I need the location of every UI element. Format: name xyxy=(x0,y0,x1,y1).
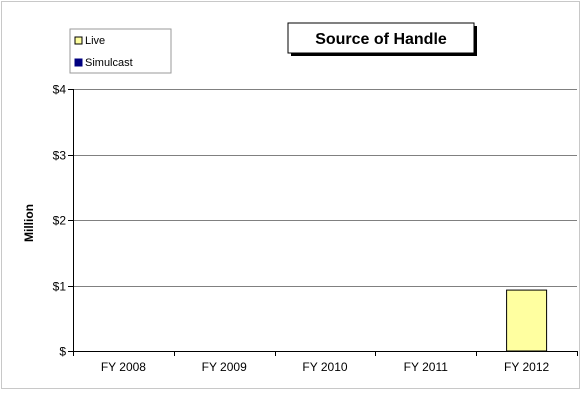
title-frame xyxy=(287,22,475,54)
x-tick-label-0: FY 2008 xyxy=(101,360,146,374)
legend-swatch-live xyxy=(74,36,83,45)
chart-title: Source of Handle xyxy=(315,31,447,48)
y-tick-label-1: $1 xyxy=(53,280,67,294)
x-tick-label-1: FY 2009 xyxy=(202,360,247,374)
gridlines xyxy=(68,89,578,356)
y-tick-label-0: $ xyxy=(59,345,66,359)
y-axis-label: Million xyxy=(22,204,36,242)
y-tick-label-2: $2 xyxy=(53,214,67,228)
legend-label-simulcast: Simulcast xyxy=(85,57,133,69)
x-tick-label-2: FY 2010 xyxy=(302,360,347,374)
legend: Live Simulcast xyxy=(69,28,172,74)
legend-box xyxy=(69,28,172,74)
x-tick-labels: FY 2008 FY 2009 FY 2010 FY 2011 FY 2012 xyxy=(101,360,550,374)
y-tick-label-3: $3 xyxy=(53,149,67,163)
y-tick-label-4: $4 xyxy=(53,83,67,97)
bars xyxy=(506,289,548,352)
title-box: Source of Handle xyxy=(287,22,477,56)
bar-live-4 xyxy=(506,289,548,352)
x-tick-label-3: FY 2011 xyxy=(404,360,449,374)
x-tick-label-4: FY 2012 xyxy=(504,360,549,374)
legend-label-live: Live xyxy=(85,35,105,47)
y-tick-labels: $ $1 $2 $3 $4 xyxy=(53,83,67,359)
legend-swatch-simulcast xyxy=(74,58,83,67)
